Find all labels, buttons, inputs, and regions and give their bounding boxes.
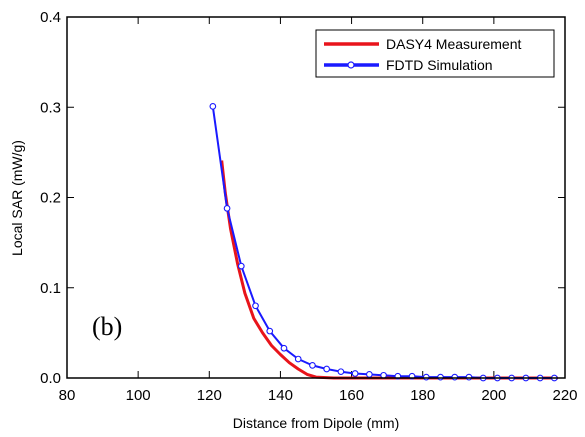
x-tick-label: 120 bbox=[197, 387, 222, 404]
fdtd-data-point bbox=[237, 262, 245, 270]
fdtd-data-point bbox=[437, 373, 444, 381]
fdtd-data-point bbox=[351, 370, 359, 377]
tick-labels: 80 100 120 140 160 180 200 220 0.0 0.1 0.2 0.3 0.4 bbox=[40, 9, 577, 404]
x-tick-label: 160 bbox=[339, 387, 364, 404]
fdtd-data-point bbox=[223, 204, 231, 212]
fdtd-data-point bbox=[451, 373, 459, 381]
series-line-dasy4 bbox=[220, 160, 558, 380]
fdtd-data-point bbox=[209, 102, 217, 110]
x-tick-label: 80 bbox=[59, 387, 76, 404]
fdtd-data-point bbox=[252, 302, 259, 310]
fdtd-data-point bbox=[366, 371, 373, 378]
plot-frame bbox=[66, 16, 566, 379]
fdtd-data-point bbox=[309, 362, 316, 369]
fdtd-data-point bbox=[422, 373, 430, 381]
fdtd-data-point bbox=[323, 365, 331, 373]
y-tick-label: 0.1 bbox=[40, 280, 61, 297]
fdtd-data-point bbox=[266, 327, 274, 335]
series-lines bbox=[209, 102, 558, 382]
legend: DASY4 Measurement FDTD Simulation bbox=[315, 29, 555, 78]
y-tick-label: 0.4 bbox=[40, 9, 61, 26]
panel-label: (b) bbox=[92, 312, 122, 341]
legend-label-dasy4: DASY4 Measurement bbox=[386, 36, 522, 52]
x-tick-label: 200 bbox=[481, 387, 506, 404]
x-tick-label: 220 bbox=[552, 387, 577, 404]
x-tick-label: 100 bbox=[126, 387, 151, 404]
y-axis-title: Local SAR (mW/g) bbox=[9, 140, 25, 256]
fdtd-data-point bbox=[294, 355, 302, 363]
y-tick-label: 0.3 bbox=[40, 99, 61, 116]
y-tick-label: 0.0 bbox=[40, 370, 61, 387]
legend-box bbox=[315, 29, 555, 78]
legend-marker-fdtd bbox=[347, 61, 355, 69]
fdtd-data-point bbox=[465, 373, 473, 381]
fdtd-data-point bbox=[280, 344, 288, 352]
x-axis-title: Distance from Dipole (mm) bbox=[233, 415, 399, 431]
legend-label-fdtd: FDTD Simulation bbox=[386, 57, 493, 73]
y-tick-label: 0.2 bbox=[40, 190, 61, 207]
x-tick-label: 140 bbox=[268, 387, 293, 404]
fdtd-data-point bbox=[337, 368, 345, 376]
x-tick-label: 180 bbox=[410, 387, 435, 404]
